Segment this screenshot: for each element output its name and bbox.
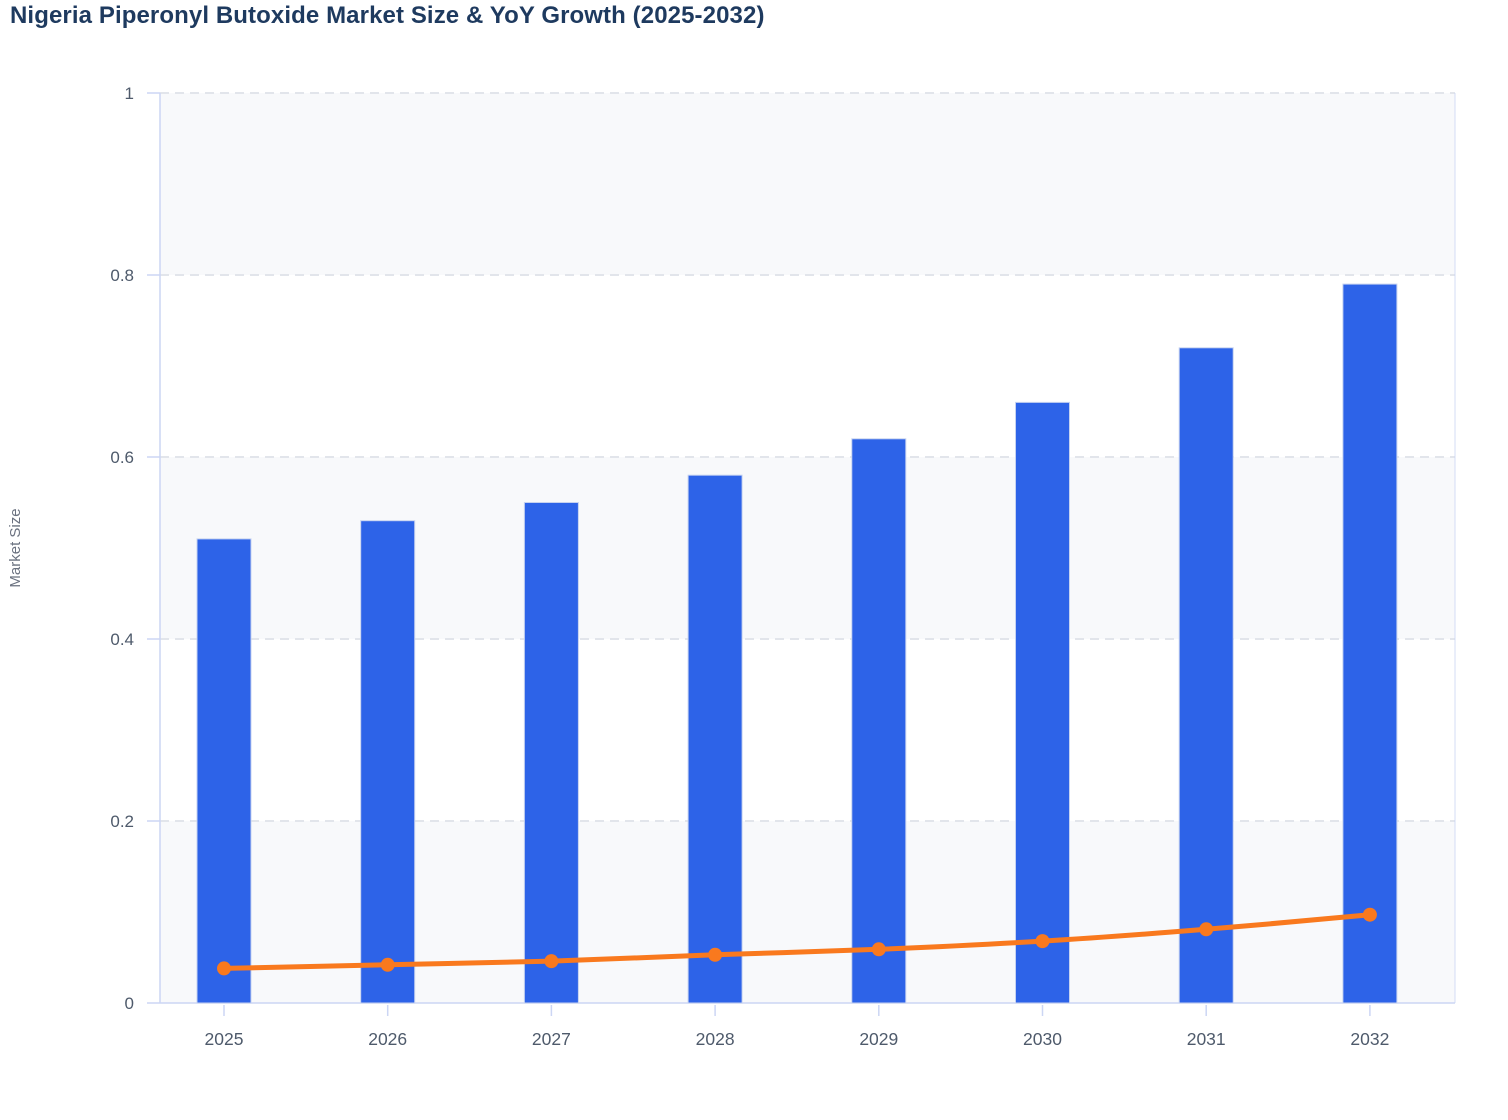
background-band — [160, 457, 1455, 639]
y-tick-label: 1 — [125, 84, 134, 103]
y-tick-label: 0 — [125, 994, 134, 1013]
x-tick-label: 2030 — [1023, 1029, 1062, 1049]
line-point-2032[interactable] — [1362, 907, 1377, 922]
x-tick-label: 2028 — [696, 1029, 735, 1049]
bar-2028[interactable] — [687, 474, 743, 1004]
background-band — [160, 821, 1455, 1003]
bar-2032[interactable] — [1342, 283, 1398, 1004]
x-tick-label: 2025 — [205, 1029, 244, 1049]
chart-title: Nigeria Piperonyl Butoxide Market Size &… — [10, 2, 765, 29]
line-point-2027[interactable] — [544, 954, 559, 969]
y-tick-label: 0.6 — [110, 448, 134, 467]
y-tick-label: 0.4 — [110, 630, 134, 649]
x-tick-label: 2031 — [1187, 1029, 1226, 1049]
bar-2026[interactable] — [360, 520, 416, 1004]
bar-2025[interactable] — [196, 538, 252, 1004]
y-tick-label: 0.8 — [110, 266, 134, 285]
bar-2031[interactable] — [1178, 347, 1234, 1004]
line-point-2029[interactable] — [871, 942, 886, 957]
line-point-2026[interactable] — [380, 957, 395, 972]
bar-2029[interactable] — [851, 438, 907, 1004]
y-tick-label: 0.2 — [110, 812, 134, 831]
line-point-2031[interactable] — [1199, 922, 1214, 937]
bar-2030[interactable] — [1015, 401, 1070, 1004]
line-point-2030[interactable] — [1035, 934, 1050, 949]
bar-2027[interactable] — [523, 502, 579, 1004]
yoy-growth-line — [221, 912, 1373, 971]
y-axis-title: Market Size — [7, 508, 24, 587]
line-point-2028[interactable] — [708, 947, 723, 962]
x-tick-label: 2029 — [859, 1029, 898, 1049]
x-tick-label: 2027 — [532, 1029, 571, 1049]
background-band — [160, 93, 1455, 275]
x-tick-label: 2026 — [368, 1029, 407, 1049]
x-tick-label: 2032 — [1350, 1029, 1389, 1049]
line-point-2025[interactable] — [217, 961, 231, 976]
